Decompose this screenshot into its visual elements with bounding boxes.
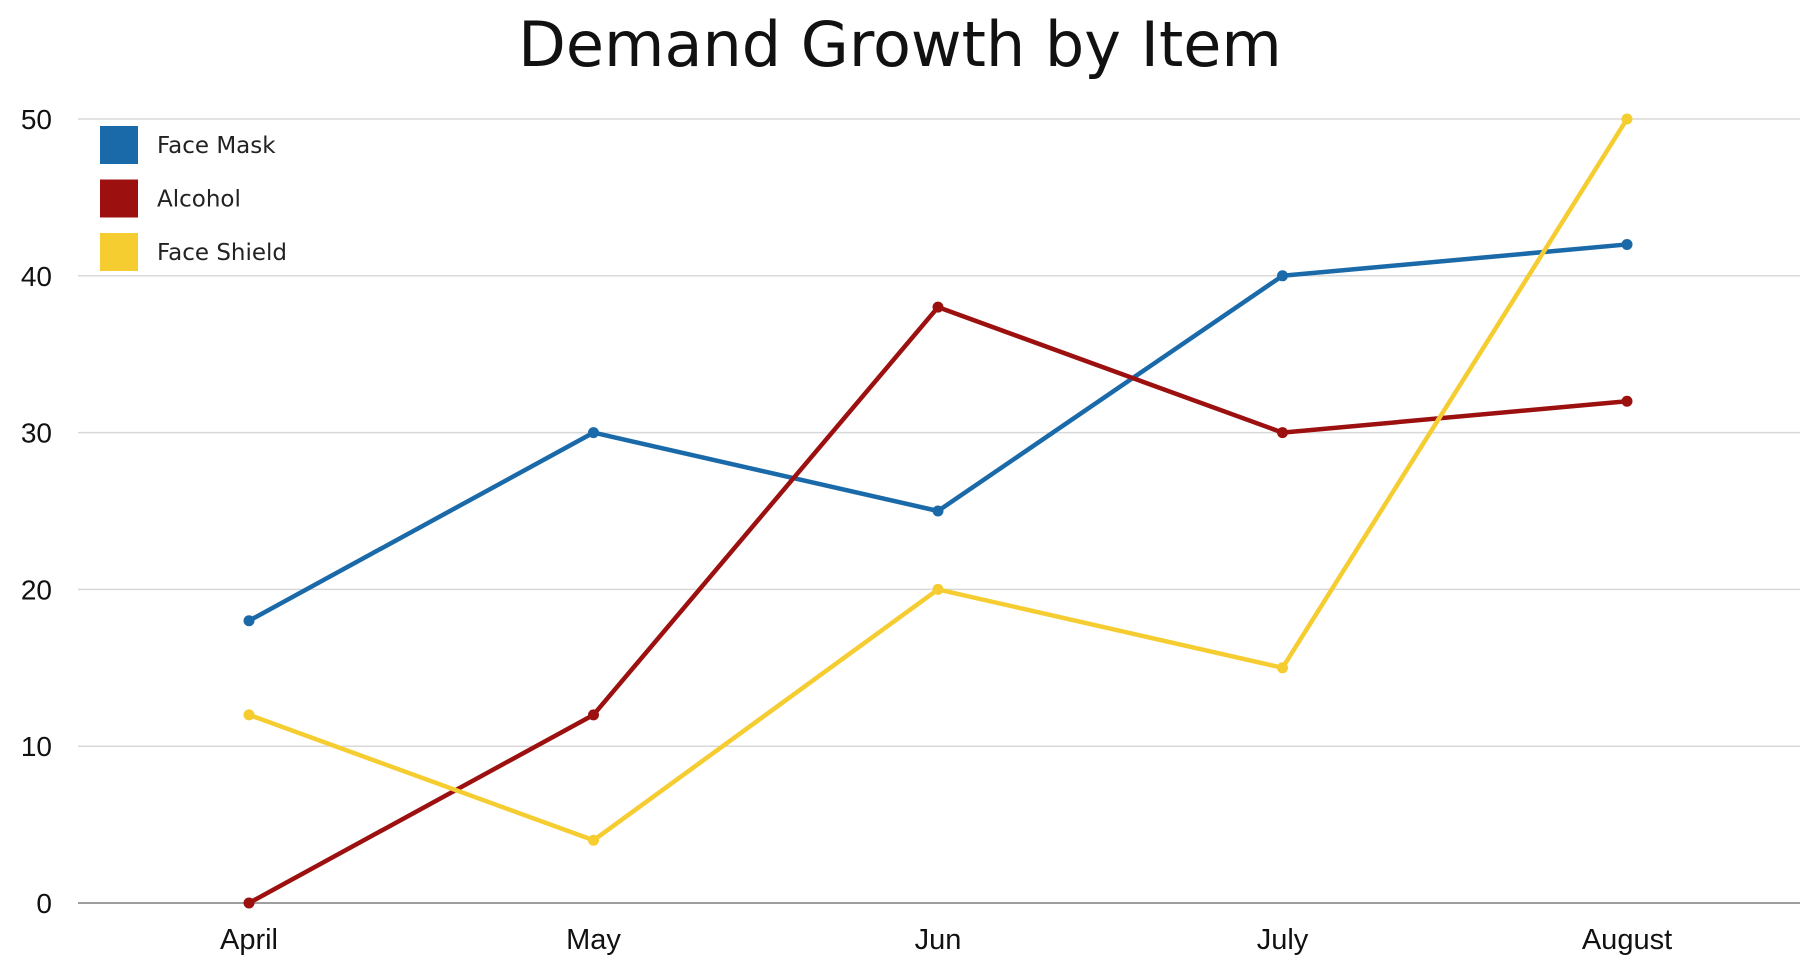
y-tick-label: 20 bbox=[21, 574, 52, 605]
x-tick-label: Jun bbox=[915, 924, 962, 956]
legend-item: Face Shield bbox=[100, 233, 287, 271]
legend-swatch bbox=[100, 179, 138, 218]
data-point bbox=[1277, 270, 1288, 282]
y-tick-label: 10 bbox=[21, 731, 52, 762]
y-tick-label: 50 bbox=[21, 104, 52, 135]
legend-label: Alcohol bbox=[157, 187, 241, 213]
y-tick-label: 30 bbox=[21, 418, 52, 449]
x-tick-label: July bbox=[1257, 924, 1309, 956]
legend-label: Face Shield bbox=[157, 240, 287, 266]
legend-swatch bbox=[100, 126, 138, 164]
data-point bbox=[588, 834, 599, 846]
legend-swatch bbox=[100, 233, 138, 271]
data-point bbox=[932, 583, 944, 595]
data-point bbox=[243, 615, 255, 627]
data-point bbox=[243, 709, 255, 721]
data-point bbox=[1277, 662, 1288, 674]
data-point bbox=[588, 709, 599, 721]
series-0 bbox=[243, 238, 1633, 627]
data-point bbox=[243, 897, 255, 909]
y-axis: 0 10 20 30 40 50 bbox=[21, 104, 52, 919]
chart-title: Demand Growth by Item bbox=[518, 8, 1282, 81]
data-point bbox=[1277, 427, 1288, 439]
legend-item: Face Mask bbox=[100, 126, 276, 164]
y-tick-label: 0 bbox=[36, 888, 52, 919]
x-axis: April May Jun July August bbox=[220, 924, 1672, 956]
series-2 bbox=[243, 113, 1633, 846]
series-line bbox=[246, 304, 1630, 906]
x-tick-label: May bbox=[566, 924, 621, 956]
data-point bbox=[1621, 395, 1633, 407]
data-point bbox=[932, 505, 944, 517]
y-tick-label: 40 bbox=[21, 261, 52, 292]
legend-label: Face Mask bbox=[157, 133, 276, 159]
series-group bbox=[243, 113, 1633, 909]
data-point bbox=[1621, 238, 1633, 250]
data-point bbox=[1621, 113, 1633, 125]
data-point bbox=[932, 301, 944, 313]
legend-item: Alcohol bbox=[100, 179, 241, 218]
legend: Face Mask Alcohol Face Shield bbox=[100, 126, 287, 271]
series-line bbox=[246, 116, 1630, 843]
x-tick-label: April bbox=[220, 924, 278, 956]
data-point bbox=[588, 427, 599, 439]
x-tick-label: August bbox=[1582, 924, 1672, 956]
series-1 bbox=[243, 301, 1633, 909]
